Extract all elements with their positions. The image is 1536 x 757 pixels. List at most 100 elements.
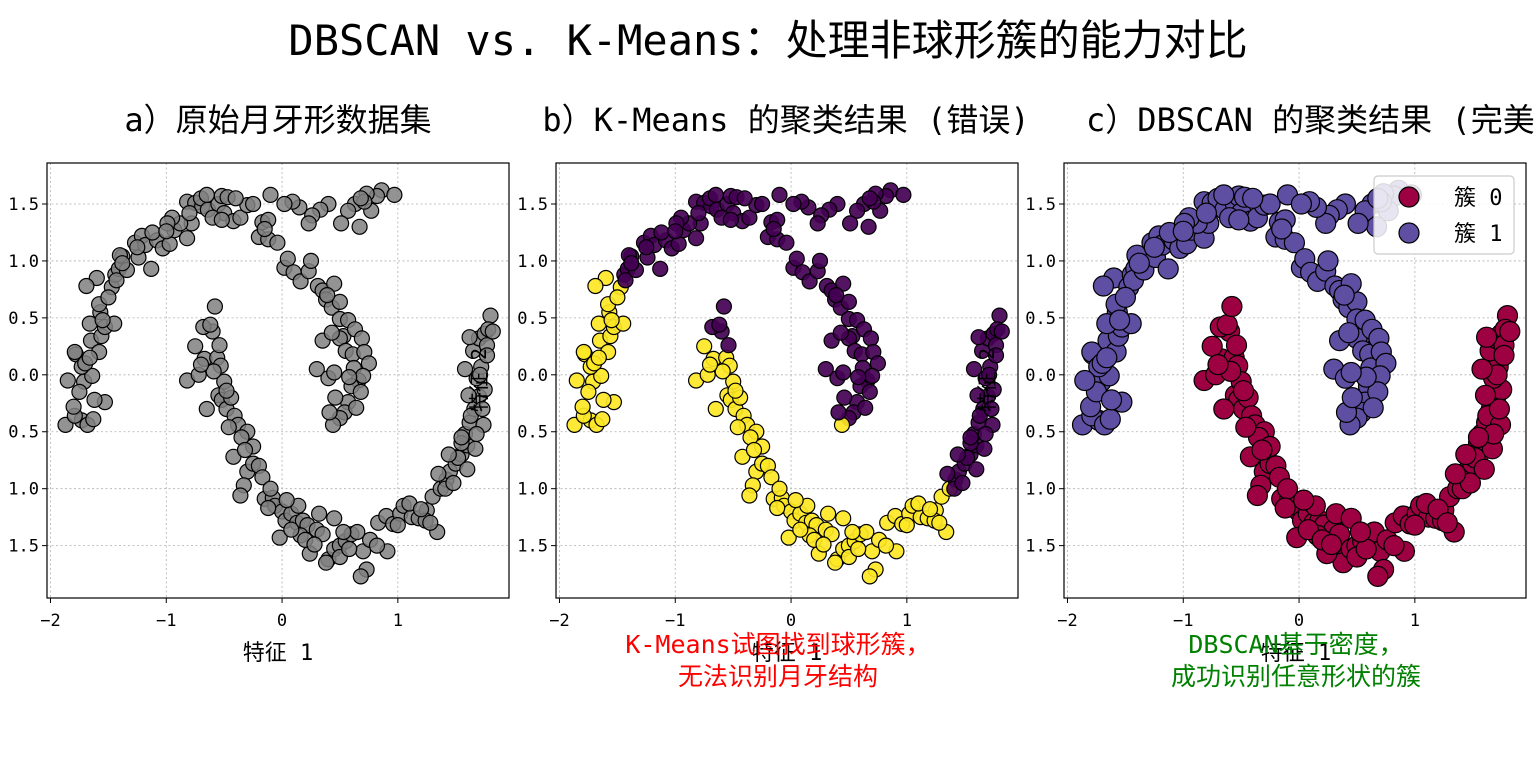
data-point xyxy=(741,487,758,504)
panel-a-points xyxy=(57,182,501,585)
data-point xyxy=(638,239,655,256)
x-tick-label: 1 xyxy=(393,611,403,631)
data-point xyxy=(617,272,634,289)
data-point xyxy=(254,469,271,486)
data-point xyxy=(722,211,739,228)
data-point xyxy=(1444,463,1467,485)
data-point xyxy=(977,425,994,443)
data-point xyxy=(1293,489,1315,511)
data-point xyxy=(860,218,877,235)
data-point xyxy=(1315,212,1337,234)
data-point xyxy=(785,195,802,213)
data-point xyxy=(780,529,797,546)
panel-c-title: c）DBSCAN 的聚类结果 (完美) xyxy=(1086,101,1536,139)
data-point xyxy=(1092,275,1115,297)
data-point xyxy=(236,441,254,459)
data-point xyxy=(857,399,874,416)
data-point xyxy=(1493,344,1515,366)
data-point xyxy=(792,521,809,538)
data-point xyxy=(983,400,1000,418)
data-point xyxy=(1128,252,1150,274)
data-point xyxy=(828,287,845,304)
data-point xyxy=(245,195,262,213)
y-tick-label: 0.5 xyxy=(8,423,39,443)
panel-c-ticks: −2 −1 0 1 1.5 1.0 0.5 0.0 0.5 1.0 1.5 xyxy=(1025,195,1420,631)
x-tick-label: 0 xyxy=(277,611,287,631)
y-tick-label: 0.0 xyxy=(8,366,39,386)
data-point xyxy=(1195,202,1218,224)
data-point xyxy=(580,383,597,400)
data-point xyxy=(587,277,604,295)
data-point xyxy=(198,400,215,418)
data-point xyxy=(1349,521,1372,543)
data-point xyxy=(1471,358,1493,380)
y-tick-label: 0.5 xyxy=(1025,309,1056,329)
data-point xyxy=(306,536,323,553)
panel-b-points xyxy=(566,182,1010,585)
panel-c-ylabel: 特征 2 xyxy=(975,348,999,412)
data-point xyxy=(850,369,867,386)
x-tick-label: 0 xyxy=(786,611,796,631)
x-tick-label: −2 xyxy=(40,611,60,631)
data-point xyxy=(94,312,111,329)
data-point xyxy=(809,215,826,232)
data-point xyxy=(114,255,131,272)
data-point xyxy=(456,361,474,378)
data-point xyxy=(830,404,847,421)
data-point xyxy=(969,387,986,404)
data-point xyxy=(962,429,979,446)
data-point xyxy=(835,510,852,527)
data-point xyxy=(108,272,125,289)
data-point xyxy=(333,215,350,232)
annotation-line: DBSCAN基于密度， xyxy=(1188,630,1403,659)
data-point xyxy=(1096,347,1118,369)
data-point xyxy=(1341,387,1363,409)
data-point xyxy=(85,411,102,428)
y-tick-label: 0.5 xyxy=(8,309,39,329)
data-point xyxy=(1383,534,1405,557)
data-point xyxy=(931,514,948,531)
y-tick-label: 0.5 xyxy=(517,423,548,443)
data-point xyxy=(817,361,834,378)
data-point xyxy=(1317,250,1339,272)
annotation-line: 无法识别月牙结构 xyxy=(678,662,878,691)
x-tick-label: 1 xyxy=(1410,611,1420,631)
data-point xyxy=(472,366,489,383)
data-point xyxy=(1228,209,1250,231)
data-point xyxy=(921,501,939,518)
data-point xyxy=(575,343,592,361)
data-point xyxy=(1201,335,1223,357)
data-point xyxy=(1338,322,1360,344)
data-point xyxy=(1235,416,1257,438)
data-point xyxy=(302,252,320,269)
data-point xyxy=(980,366,998,383)
data-point xyxy=(939,465,956,482)
data-point xyxy=(609,289,626,306)
data-point xyxy=(187,338,204,355)
data-point xyxy=(753,195,771,213)
data-point xyxy=(877,537,895,554)
data-point xyxy=(283,521,300,538)
data-point xyxy=(1242,187,1264,209)
data-point xyxy=(769,499,786,517)
y-tick-label: 1.5 xyxy=(1025,195,1056,215)
y-tick-label: 1.5 xyxy=(8,195,39,215)
data-point xyxy=(1473,458,1495,480)
data-point xyxy=(484,323,501,340)
data-point xyxy=(192,356,210,373)
data-point xyxy=(1074,369,1096,392)
data-point xyxy=(78,277,95,295)
data-point xyxy=(260,499,277,517)
data-point xyxy=(1290,193,1313,215)
y-tick-label: 0.5 xyxy=(517,309,548,329)
data-point xyxy=(1143,236,1165,258)
data-point xyxy=(861,568,878,585)
data-point xyxy=(341,540,358,558)
data-point xyxy=(1246,484,1269,507)
data-point xyxy=(326,364,343,381)
data-point xyxy=(993,323,1010,340)
data-point xyxy=(143,260,160,277)
panel-c-xlabel: 特征 1 xyxy=(1261,641,1332,666)
y-tick-label: 1.0 xyxy=(8,252,39,272)
data-point xyxy=(232,487,249,504)
